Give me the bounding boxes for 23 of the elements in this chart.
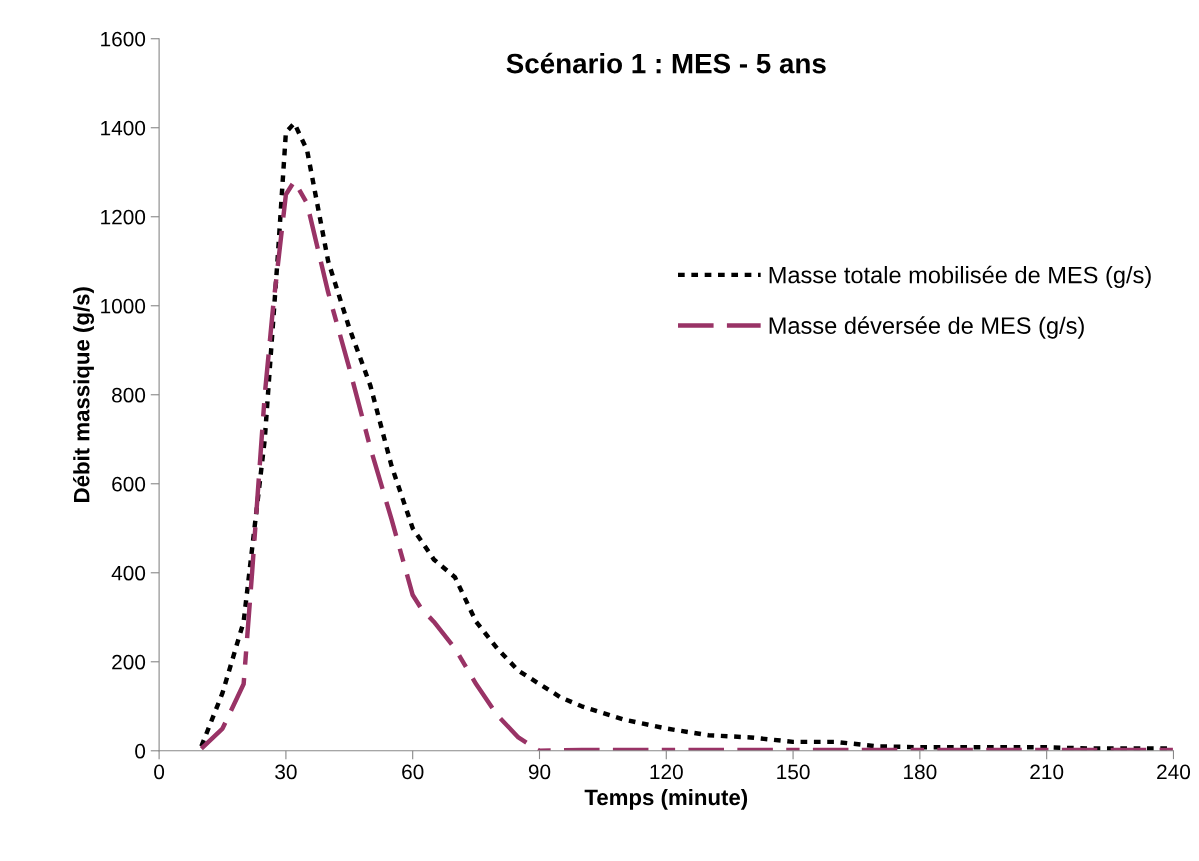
x-tick-label: 120	[650, 764, 683, 780]
chart-title: Scénario 1 : MES - 5 ans	[506, 52, 826, 74]
x-tick-label: 30	[275, 764, 297, 780]
y-tick-label: 800	[112, 387, 146, 403]
x-tick-label: 60	[402, 764, 424, 780]
y-tick-label: 1000	[101, 298, 146, 314]
y-tick-label: 0	[135, 743, 146, 759]
x-tick-label: 210	[1030, 764, 1064, 780]
x-axis-title: Temps (minute)	[584, 788, 748, 810]
y-tick-label: 1400	[101, 120, 146, 136]
legend-label: Masse totale mobilisée de MES (g/s)	[769, 265, 1151, 289]
y-tick-label: 400	[111, 565, 146, 581]
x-tick-label: 90	[528, 764, 551, 780]
y-tick-label: 1200	[101, 209, 146, 225]
y-tick-label: 600	[112, 476, 146, 492]
x-tick-label: 150	[777, 764, 810, 780]
x-tick-label: 240	[1157, 764, 1191, 780]
y-tick-label: 1600	[101, 31, 146, 47]
y-axis-title: Débit massique (g/s)	[73, 287, 95, 502]
y-tick-label: 200	[112, 654, 146, 670]
x-tick-label: 180	[904, 764, 937, 780]
legend-label: Masse déversée de MES (g/s)	[769, 316, 1084, 339]
x-tick-label: 0	[154, 764, 165, 780]
